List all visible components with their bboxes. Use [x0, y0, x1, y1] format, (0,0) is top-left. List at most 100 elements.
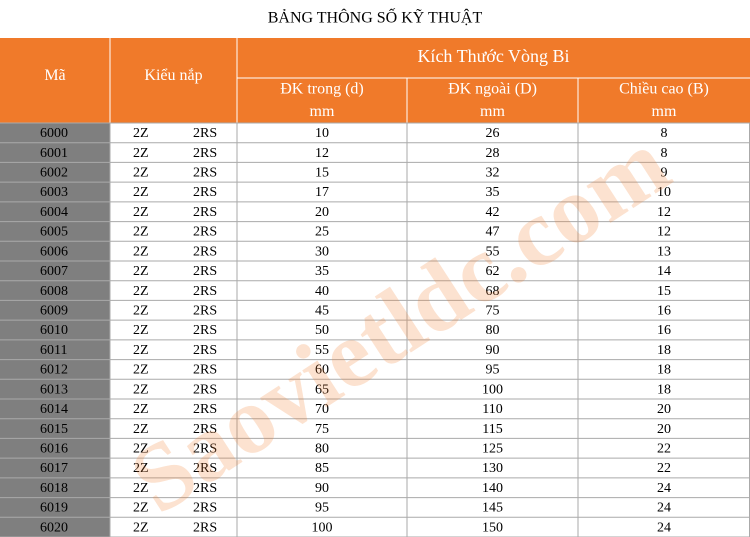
table-cell: 18	[657, 363, 671, 378]
table-cell: 6007	[40, 264, 68, 279]
table-cell: 2Z	[133, 382, 149, 397]
table-cell: 22	[657, 442, 671, 457]
table-cell: 2Z	[133, 461, 149, 476]
table-cell: 6020	[40, 520, 68, 535]
table-cell: 6000	[40, 126, 68, 141]
table-cell: 6005	[40, 225, 68, 240]
table-cell: 100	[482, 382, 503, 397]
table-cell: 14	[657, 264, 671, 279]
table-cell: 10	[657, 185, 671, 200]
table-cell: 2Z	[133, 323, 149, 338]
table-cell: 6009	[40, 304, 68, 319]
table-cell: 2RS	[193, 304, 217, 319]
table-cell: 32	[486, 166, 500, 181]
table-cell: 6018	[40, 481, 68, 496]
table-cell: 24	[657, 481, 671, 496]
table-cell: 26	[486, 126, 500, 141]
table-cell: 2RS	[193, 382, 217, 397]
table-cell: 28	[486, 146, 500, 161]
table-cell: 9	[661, 166, 668, 181]
table-cell: 100	[312, 520, 333, 535]
table-cell: 35	[486, 185, 500, 200]
table-cell: 2RS	[193, 126, 217, 141]
table-cell: 2Z	[133, 422, 149, 437]
header-unit: mm	[480, 103, 505, 120]
table-cell: 25	[315, 225, 329, 240]
table-cell: 145	[482, 501, 503, 516]
table-cell: 115	[482, 422, 502, 437]
table-cell: 6012	[40, 363, 68, 378]
table-cell: 65	[315, 382, 329, 397]
header-cell: Mã	[44, 67, 65, 84]
table-cell: 2RS	[193, 520, 217, 535]
table-cell: 12	[315, 146, 329, 161]
header-unit: mm	[310, 103, 335, 120]
table-cell: 6008	[40, 284, 68, 299]
table-cell: 2RS	[193, 422, 217, 437]
table-cell: 2RS	[193, 442, 217, 457]
table-cell: 8	[661, 146, 668, 161]
table-cell: 140	[482, 481, 503, 496]
header-cell: Chiều cao (B)	[619, 81, 709, 98]
table-cell: 6010	[40, 323, 68, 338]
table-cell: 50	[315, 323, 329, 338]
table-cell: 2Z	[133, 481, 149, 496]
table-cell: 2Z	[133, 442, 149, 457]
table-cell: 60	[315, 363, 329, 378]
table-cell: 110	[482, 402, 502, 417]
table-cell: 2RS	[193, 244, 217, 259]
table-cell: 2RS	[193, 481, 217, 496]
table-cell: 2Z	[133, 284, 149, 299]
table-cell: 6002	[40, 166, 68, 181]
table-cell: 6001	[40, 146, 68, 161]
table-cell: 6004	[40, 205, 68, 220]
table-cell: 45	[315, 304, 329, 319]
table-cell: 2Z	[133, 402, 149, 417]
table-cell: 2Z	[133, 343, 149, 358]
table-cell: 2Z	[133, 264, 149, 279]
table-cell: 90	[486, 343, 500, 358]
table-cell: 75	[486, 304, 500, 319]
code-column-bg	[0, 123, 110, 537]
table-cell: 75	[315, 422, 329, 437]
table-cell: 22	[657, 461, 671, 476]
table-cell: 20	[657, 402, 671, 417]
table-cell: 6013	[40, 382, 68, 397]
table-cell: 2RS	[193, 185, 217, 200]
table-cell: 2Z	[133, 244, 149, 259]
table-cell: 6017	[40, 461, 68, 476]
table-cell: 2RS	[193, 343, 217, 358]
table-cell: 6019	[40, 501, 68, 516]
table-cell: 20	[657, 422, 671, 437]
table-cell: 2RS	[193, 205, 217, 220]
table-cell: 8	[661, 126, 668, 141]
header-cell: ĐK trong (d)	[280, 81, 364, 98]
table-cell: 2RS	[193, 225, 217, 240]
table-cell: 2RS	[193, 264, 217, 279]
table-cell: 2Z	[133, 205, 149, 220]
table-cell: 2RS	[193, 402, 217, 417]
table-cell: 18	[657, 382, 671, 397]
table-cell: 90	[315, 481, 329, 496]
table-cell: 6003	[40, 185, 68, 200]
table-cell: 40	[315, 284, 329, 299]
table-cell: 55	[315, 343, 329, 358]
table-cell: 6011	[40, 343, 67, 358]
table-cell: 2RS	[193, 323, 217, 338]
table-cell: 150	[482, 520, 503, 535]
table-cell: 12	[657, 225, 671, 240]
table-cell: 2Z	[133, 520, 149, 535]
header-unit: mm	[652, 103, 677, 120]
table-cell: 2Z	[133, 146, 149, 161]
table-cell: 13	[657, 244, 671, 259]
table-cell: 17	[315, 185, 329, 200]
table-cell: 15	[315, 166, 329, 181]
table-cell: 6016	[40, 442, 68, 457]
table-cell: 2RS	[193, 363, 217, 378]
table-cell: 80	[486, 323, 500, 338]
table-cell: 20	[315, 205, 329, 220]
header-bg	[0, 38, 750, 123]
table-cell: 95	[486, 363, 500, 378]
table-cell: 68	[486, 284, 500, 299]
